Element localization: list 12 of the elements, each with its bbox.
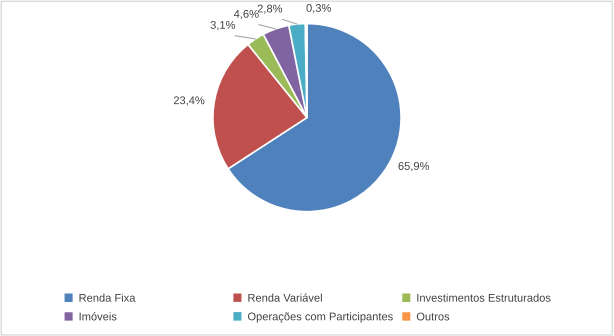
legend-label: Renda Variável xyxy=(248,293,322,302)
legend-label: Imóveis xyxy=(80,312,116,320)
legend-label: Renda Fixa xyxy=(80,294,136,302)
data-label: 4,6% xyxy=(234,10,259,20)
data-label: 3,1% xyxy=(210,21,236,30)
data-label: 0,3% xyxy=(306,4,331,14)
legend-label: Operações com Participantes xyxy=(248,312,393,323)
data-label: 23,4% xyxy=(174,96,204,106)
legend-label: Outros xyxy=(416,312,450,320)
legend-label: Investimentos Estruturados xyxy=(417,294,551,302)
data-label: 65,9% xyxy=(398,162,430,172)
data-label: 2,8% xyxy=(258,4,282,14)
